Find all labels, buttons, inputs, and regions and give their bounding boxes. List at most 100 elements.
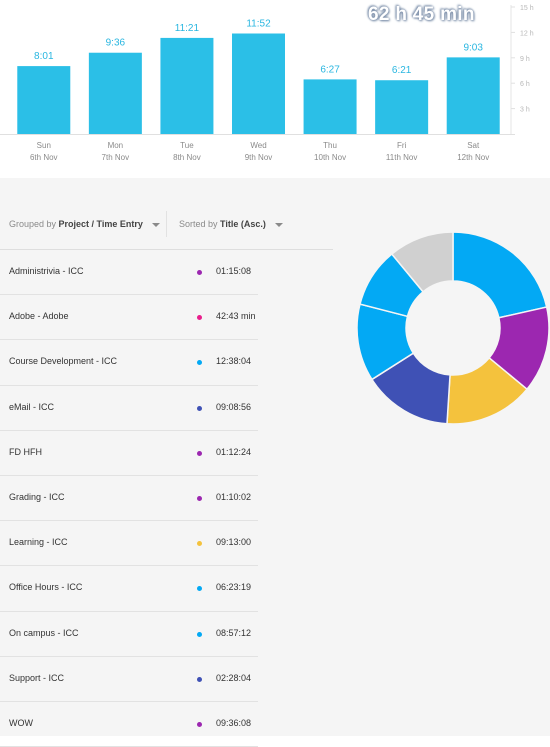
y-tick-label: 15 h — [520, 5, 534, 12]
color-dot-icon — [197, 676, 202, 682]
x-tick-label: Fri 11th Nov — [367, 140, 437, 164]
entry-duration: 01:15:08 — [216, 266, 252, 276]
bar-value-label: 11:52 — [246, 19, 271, 30]
entry-duration: 06:23:19 — [216, 582, 252, 593]
y-tick-label: 9 h — [520, 56, 530, 63]
chart-bar[interactable] — [303, 79, 357, 134]
color-dot-icon — [197, 541, 202, 547]
y-tick-label: 12 h — [520, 30, 534, 37]
x-tick-date: 12th Nov — [457, 153, 490, 162]
entry-duration: 12:38:04 — [216, 356, 252, 367]
x-tick-date: 6th Nov — [29, 153, 58, 162]
entry-duration: 08:57:12 — [216, 627, 252, 638]
entry-title: On campus - ICC — [9, 627, 79, 638]
bar-value-label: 6:21 — [392, 65, 412, 76]
entry-duration: 09:13:00 — [216, 537, 252, 548]
bar-value-label: 9:36 — [106, 38, 126, 49]
sort-by-value: Title (Asc.) — [220, 219, 266, 229]
chart-bar[interactable] — [375, 80, 429, 134]
donut-chart — [356, 231, 550, 425]
list-item[interactable]: eMail - ICC 09:08:56 — [0, 386, 258, 431]
color-dot-icon — [197, 315, 202, 321]
entry-title: Adobe - Adobe — [9, 311, 69, 322]
x-tick-label: Sat 12th Nov — [438, 140, 508, 164]
bar-value-label: 11:21 — [175, 23, 200, 34]
entry-title: Course Development - ICC — [9, 356, 118, 367]
group-by-dropdown[interactable]: Grouped by Project / Time Entry — [9, 219, 161, 229]
list-item[interactable]: Adobe - Adobe 42:43 min — [0, 295, 258, 341]
entry-title: Grading - ICC — [9, 491, 65, 502]
list-item[interactable]: Grading - ICC 01:10:02 — [0, 476, 258, 522]
color-dot-icon — [197, 405, 202, 411]
color-dot-icon — [197, 270, 202, 275]
entry-title: WOW — [9, 717, 33, 728]
x-tick-day: Sat — [467, 141, 480, 150]
x-tick-day: Fri — [396, 141, 407, 150]
chart-bar[interactable] — [446, 57, 500, 135]
color-dot-icon — [197, 450, 202, 456]
x-tick-date: 8th Nov — [173, 153, 201, 162]
group-by-prefix: Grouped by — [9, 219, 57, 229]
color-dot-icon — [197, 631, 202, 637]
controls-divider-line — [0, 249, 333, 250]
list-item[interactable]: Learning - ICC 09:13:00 — [0, 521, 258, 567]
entry-duration: 42:43 min — [216, 311, 256, 322]
entry-list: Administrivia - ICC 01:15:08 Adobe - Adobe… — [0, 250, 258, 747]
summary-panel: Grouped by Project / Time Entry Sorted b… — [0, 178, 550, 747]
entry-duration: 09:08:56 — [216, 401, 252, 412]
bar-value-label: 9:03 — [463, 42, 483, 53]
chart-bar[interactable] — [88, 52, 142, 134]
total-time: 62 h 45 min — [368, 4, 475, 25]
x-tick-label: Sun 6th Nov — [9, 140, 79, 164]
x-tick-day: Tue — [180, 141, 194, 150]
entry-title: FD HFH — [9, 446, 42, 457]
x-tick-label: Wed 9th Nov — [224, 140, 294, 164]
entry-duration: 01:12:24 — [216, 446, 252, 457]
list-item[interactable]: On campus - ICC 08:57:12 — [0, 612, 258, 657]
list-item[interactable]: Support - ICC 02:28:04 — [0, 657, 258, 702]
list-item[interactable]: WOW 09:36:08 — [0, 702, 258, 747]
list-item[interactable]: Course Development - ICC 12:38:04 — [0, 340, 258, 386]
bar-value-label: 8:01 — [34, 51, 54, 62]
x-tick-date: 10th Nov — [314, 153, 347, 162]
entry-title: Learning - ICC — [9, 537, 68, 548]
list-item[interactable]: FD HFH 01:12:24 — [0, 431, 258, 476]
x-tick-date: 7th Nov — [101, 153, 130, 162]
group-by-value: Project / Time Entry — [58, 219, 143, 229]
x-tick-day: Sun — [36, 141, 51, 150]
y-tick-label: 3 h — [520, 107, 530, 114]
chart-bar[interactable] — [160, 37, 214, 134]
x-tick-day: Mon — [107, 141, 124, 150]
color-dot-icon — [197, 721, 202, 727]
weekly-bar-chart: 15 h 12 h 9 h 6 h 3 h 8:01 9:36 11:21 11:52 6:27 6… — [0, 0, 550, 175]
chart-bar[interactable] — [232, 33, 285, 134]
bar-chart-canvas: 15 h 12 h 9 h 6 h 3 h 8:01 9:36 11:21 11:52 6:27 6… — [0, 5, 534, 135]
entry-title: eMail - ICC — [9, 401, 55, 412]
color-dot-icon — [197, 495, 202, 501]
x-tick-day: Wed — [250, 141, 267, 150]
bar-value-label: 6:27 — [320, 64, 340, 75]
x-tick-label: Mon 7th Nov — [80, 140, 150, 164]
list-controls: Grouped by Project / Time Entry Sorted b… — [0, 211, 333, 237]
chevron-down-icon — [275, 222, 284, 227]
x-tick-label: Thu 10th Nov — [295, 140, 365, 164]
donut-slice[interactable] — [452, 231, 548, 319]
list-item[interactable]: Office Hours - ICC 06:23:19 — [0, 566, 258, 612]
entry-title: Support - ICC — [9, 672, 65, 683]
x-tick-date: 11th Nov — [385, 153, 418, 162]
entry-title: Office Hours - ICC — [9, 582, 83, 593]
x-tick-date: 9th Nov — [244, 153, 273, 162]
sort-by-dropdown[interactable]: Sorted by Title (Asc.) — [179, 219, 284, 229]
y-tick-label: 6 h — [520, 81, 530, 88]
donut-slice[interactable] — [390, 231, 454, 293]
x-tick-day: Thu — [323, 141, 337, 150]
list-item[interactable]: Administrivia - ICC 01:15:08 — [0, 250, 258, 296]
chart-bar[interactable] — [17, 66, 71, 134]
controls-divider — [166, 211, 167, 237]
entry-duration: 09:36:08 — [216, 717, 252, 728]
entry-title: Administrivia - ICC — [9, 266, 84, 276]
x-tick-label: Tue 8th Nov — [152, 140, 222, 164]
chevron-down-icon — [152, 222, 161, 227]
color-dot-icon — [197, 360, 202, 366]
entry-duration: 02:28:04 — [216, 672, 252, 683]
